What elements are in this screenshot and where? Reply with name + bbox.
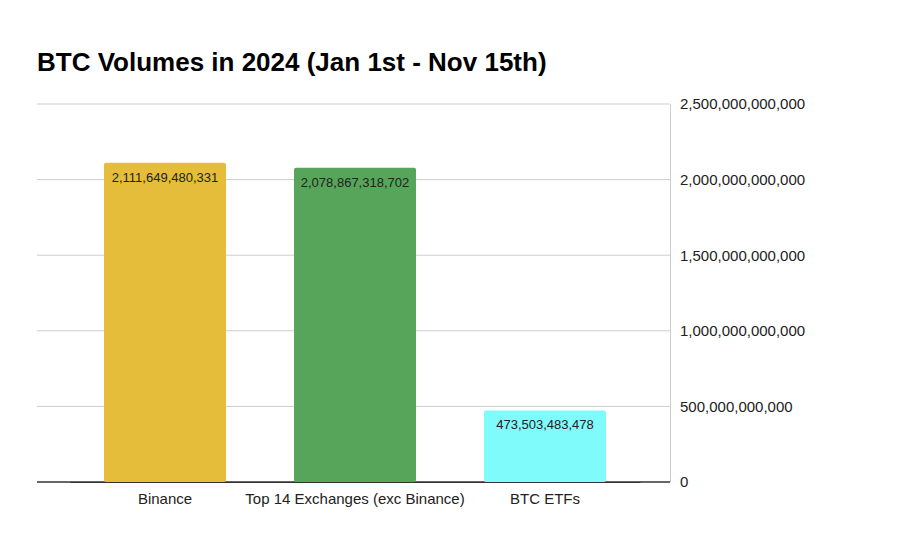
tick-label: BTC ETFs <box>510 490 580 507</box>
grid-line <box>37 104 670 105</box>
bar <box>294 168 416 482</box>
bars <box>104 163 606 482</box>
axis-line <box>670 105 671 483</box>
tick-label: 2,000,000,000,000 <box>680 171 805 188</box>
tick: 0 <box>670 473 688 490</box>
tick-label: 1,500,000,000,000 <box>680 247 805 264</box>
axis-line <box>71 482 641 483</box>
tick-label: 1,000,000,000,000 <box>680 322 805 339</box>
tick-label: Binance <box>138 490 192 507</box>
tick: 1,000,000,000,000 <box>670 322 805 339</box>
tick: BTC ETFs <box>510 482 580 507</box>
chart: BTC Volumes in 2024 (Jan 1st - Nov 15th)… <box>0 0 915 535</box>
tick: Top 14 Exchanges (exc Binance) <box>245 482 464 507</box>
bar <box>104 163 226 482</box>
tick-label: 2,500,000,000,000 <box>680 95 805 112</box>
tick-label: 500,000,000,000 <box>680 398 793 415</box>
data-label: 2,078,867,318,702 <box>301 175 409 190</box>
title: BTC Volumes in 2024 (Jan 1st - Nov 15th) <box>37 47 547 77</box>
bar <box>484 410 606 482</box>
data-label: 473,503,483,478 <box>496 417 594 432</box>
tick: 2,500,000,000,000 <box>670 95 805 112</box>
grid <box>37 104 670 482</box>
tick-label: Top 14 Exchanges (exc Binance) <box>245 490 464 507</box>
tick: 500,000,000,000 <box>670 398 793 415</box>
data-labels: 2,111,649,480,331 2,078,867,318,702 473,50… <box>112 170 594 433</box>
x-axis: Binance Top 14 Exchanges (exc Binance) BTC… <box>71 482 641 507</box>
tick: 1,500,000,000,000 <box>670 247 805 264</box>
tick-label: 0 <box>680 473 688 490</box>
data-label: 2,111,649,480,331 <box>112 170 219 185</box>
y-axis: 0 500,000,000,000 1,000,000,000,000 1,500,0… <box>670 95 805 490</box>
tick: Binance <box>138 482 192 507</box>
tick: 2,000,000,000,000 <box>670 171 805 188</box>
